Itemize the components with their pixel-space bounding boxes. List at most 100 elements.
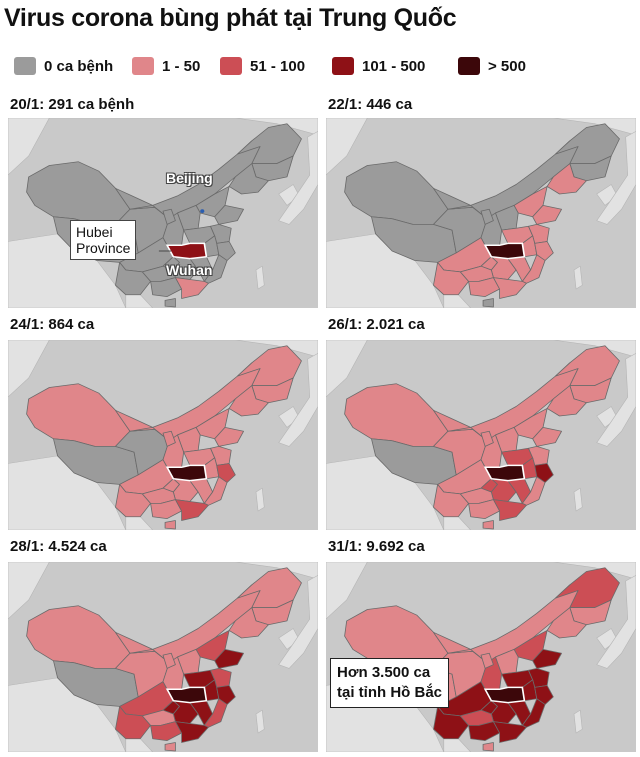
page-title: Virus corona bùng phát tại Trung Quốc: [4, 4, 457, 32]
neighbour-land-5: [596, 574, 636, 669]
province-liaoning: [228, 607, 269, 639]
province-yunnan: [115, 484, 152, 518]
neighbour-land-5: [278, 130, 318, 225]
province-hainan: [164, 742, 176, 752]
neighbour-land-6: [255, 487, 265, 512]
legend-item-3: 101 - 500: [332, 56, 425, 76]
neighbour-land-5: [278, 352, 318, 447]
province-guangdong: [174, 499, 209, 521]
neighbour-land-0: [8, 340, 318, 358]
province-xinjiang: [26, 161, 131, 225]
hubei-outline: [483, 242, 526, 260]
legend-swatch-2: [220, 57, 242, 75]
province-yunnan: [433, 262, 470, 296]
neighbour-land-1: [8, 118, 50, 176]
neighbour-land-5: [278, 574, 318, 669]
province-yunnan: [433, 706, 470, 740]
legend-swatch-1: [132, 57, 154, 75]
legend-item-0: 0 ca bệnh: [14, 56, 113, 76]
hubei-outline: [165, 464, 208, 482]
neighbour-land-0: [326, 340, 636, 358]
province-shandong: [214, 649, 245, 669]
neighbour-land-6: [573, 265, 583, 290]
wuhan-label: Wuhan: [166, 262, 213, 278]
neighbour-land-0: [8, 118, 318, 136]
china-map-svg: [326, 118, 636, 308]
china-map-svg: [326, 562, 636, 752]
neighbour-land-1: [8, 340, 50, 398]
province-xinjiang: [344, 383, 449, 447]
province-zhejiang: [534, 241, 554, 261]
province-shandong: [214, 427, 245, 447]
hubei-total-callout: Hơn 3.500 ca tại tỉnh Hồ Bắc: [330, 658, 450, 708]
legend-label-4: > 500: [488, 57, 526, 75]
neighbour-land-0: [326, 562, 636, 580]
province-zhejiang: [534, 685, 554, 705]
neighbour-land-1: [326, 562, 368, 620]
map-panel-1: [326, 118, 636, 308]
province-xinjiang: [26, 383, 131, 447]
china-map-svg: [8, 340, 318, 530]
legend-label-1: 1 - 50: [162, 57, 201, 75]
map-panel-0: [8, 118, 318, 308]
province-hainan: [164, 520, 176, 530]
province-liaoning: [228, 163, 269, 195]
province-guangdong: [492, 499, 527, 521]
neighbour-land-5: [596, 130, 636, 225]
neighbour-land-1: [326, 340, 368, 398]
neighbour-land-0: [8, 562, 318, 580]
china-map-svg: [326, 340, 636, 530]
hubei-outline: [483, 686, 526, 704]
hubei-outline: [165, 686, 208, 704]
panel-label-4: 28/1: 4.524 ca: [10, 538, 107, 555]
province-liaoning: [228, 385, 269, 417]
legend-swatch-3: [332, 57, 354, 75]
panel-label-3: 26/1: 2.021 ca: [328, 316, 425, 333]
neighbour-land-6: [255, 265, 265, 290]
hubei-outline: [483, 464, 526, 482]
legend-label-2: 51 - 100: [250, 57, 306, 75]
neighbour-land-0: [326, 118, 636, 136]
neighbour-land-1: [326, 118, 368, 176]
china-map-svg: [8, 562, 318, 752]
province-shandong: [532, 205, 563, 225]
province-hainan: [164, 298, 176, 308]
neighbour-land-6: [573, 709, 583, 734]
neighbour-land-5: [596, 352, 636, 447]
province-ningxia: [162, 430, 176, 447]
province-zhejiang: [216, 463, 236, 483]
map-panel-5: [326, 562, 636, 752]
province-shandong: [532, 427, 563, 447]
legend-label-0: 0 ca bệnh: [44, 57, 114, 75]
neighbour-land-6: [573, 487, 583, 512]
hubei-total-line1: Hơn 3.500 ca: [337, 664, 431, 681]
legend-swatch-4: [458, 57, 480, 75]
hubei-total-line2: tại tỉnh Hồ Bắc: [337, 684, 443, 701]
province-guangdong: [174, 721, 209, 743]
hubei-callout-line1: Hubei: [76, 224, 113, 240]
map-panel-3: [326, 340, 636, 530]
neighbour-land-1: [8, 562, 50, 620]
panel-label-1: 22/1: 446 ca: [328, 96, 413, 113]
province-zhejiang: [216, 685, 236, 705]
legend-item-1: 1 - 50: [132, 56, 200, 76]
neighbour-land-3: [443, 738, 472, 752]
province-ningxia: [162, 652, 176, 669]
legend-item-2: 51 - 100: [220, 56, 305, 76]
province-ningxia: [480, 208, 494, 225]
neighbour-land-3: [125, 738, 154, 752]
neighbour-land-3: [125, 294, 154, 308]
province-ningxia: [480, 430, 494, 447]
province-guangdong: [492, 721, 527, 743]
legend: 0 ca bệnh 1 - 50 51 - 100 101 - 500 > 50…: [14, 56, 634, 78]
province-ningxia: [162, 208, 176, 225]
province-ningxia: [480, 652, 494, 669]
province-liaoning: [546, 163, 587, 195]
legend-item-4: > 500: [458, 56, 526, 76]
map-panel-4: [8, 562, 318, 752]
province-liaoning: [546, 385, 587, 417]
province-guangdong: [492, 277, 527, 299]
province-hainan: [482, 742, 494, 752]
legend-swatch-0: [14, 57, 36, 75]
china-map-svg: [8, 118, 318, 308]
